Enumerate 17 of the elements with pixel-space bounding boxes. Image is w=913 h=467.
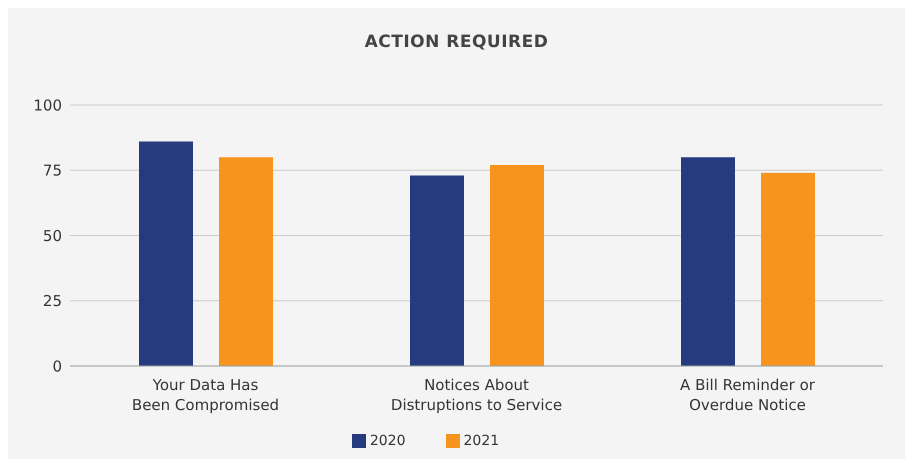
legend-label: 2020 — [370, 433, 406, 449]
bar — [219, 157, 273, 366]
bar — [139, 142, 193, 366]
legend-label: 2021 — [464, 433, 500, 449]
bar — [681, 157, 735, 366]
y-tick-label: 100 — [33, 96, 62, 114]
x-tick-label: Notices About Distruptions to Service — [390, 376, 562, 414]
y-tick-label: 25 — [42, 292, 62, 310]
chart-title: ACTION REQUIRED — [364, 32, 550, 52]
bar — [761, 172, 815, 366]
y-tick-label: 0 — [52, 357, 62, 376]
bar — [490, 165, 544, 366]
x-tick-label: A Bill Reminder or Overdue Notice — [680, 376, 816, 414]
y-tick-label: 50 — [42, 226, 62, 245]
x-tick-label: Your Data Has Been Compromised — [132, 376, 280, 414]
bar — [410, 175, 464, 366]
y-tick-label: 75 — [42, 162, 62, 180]
